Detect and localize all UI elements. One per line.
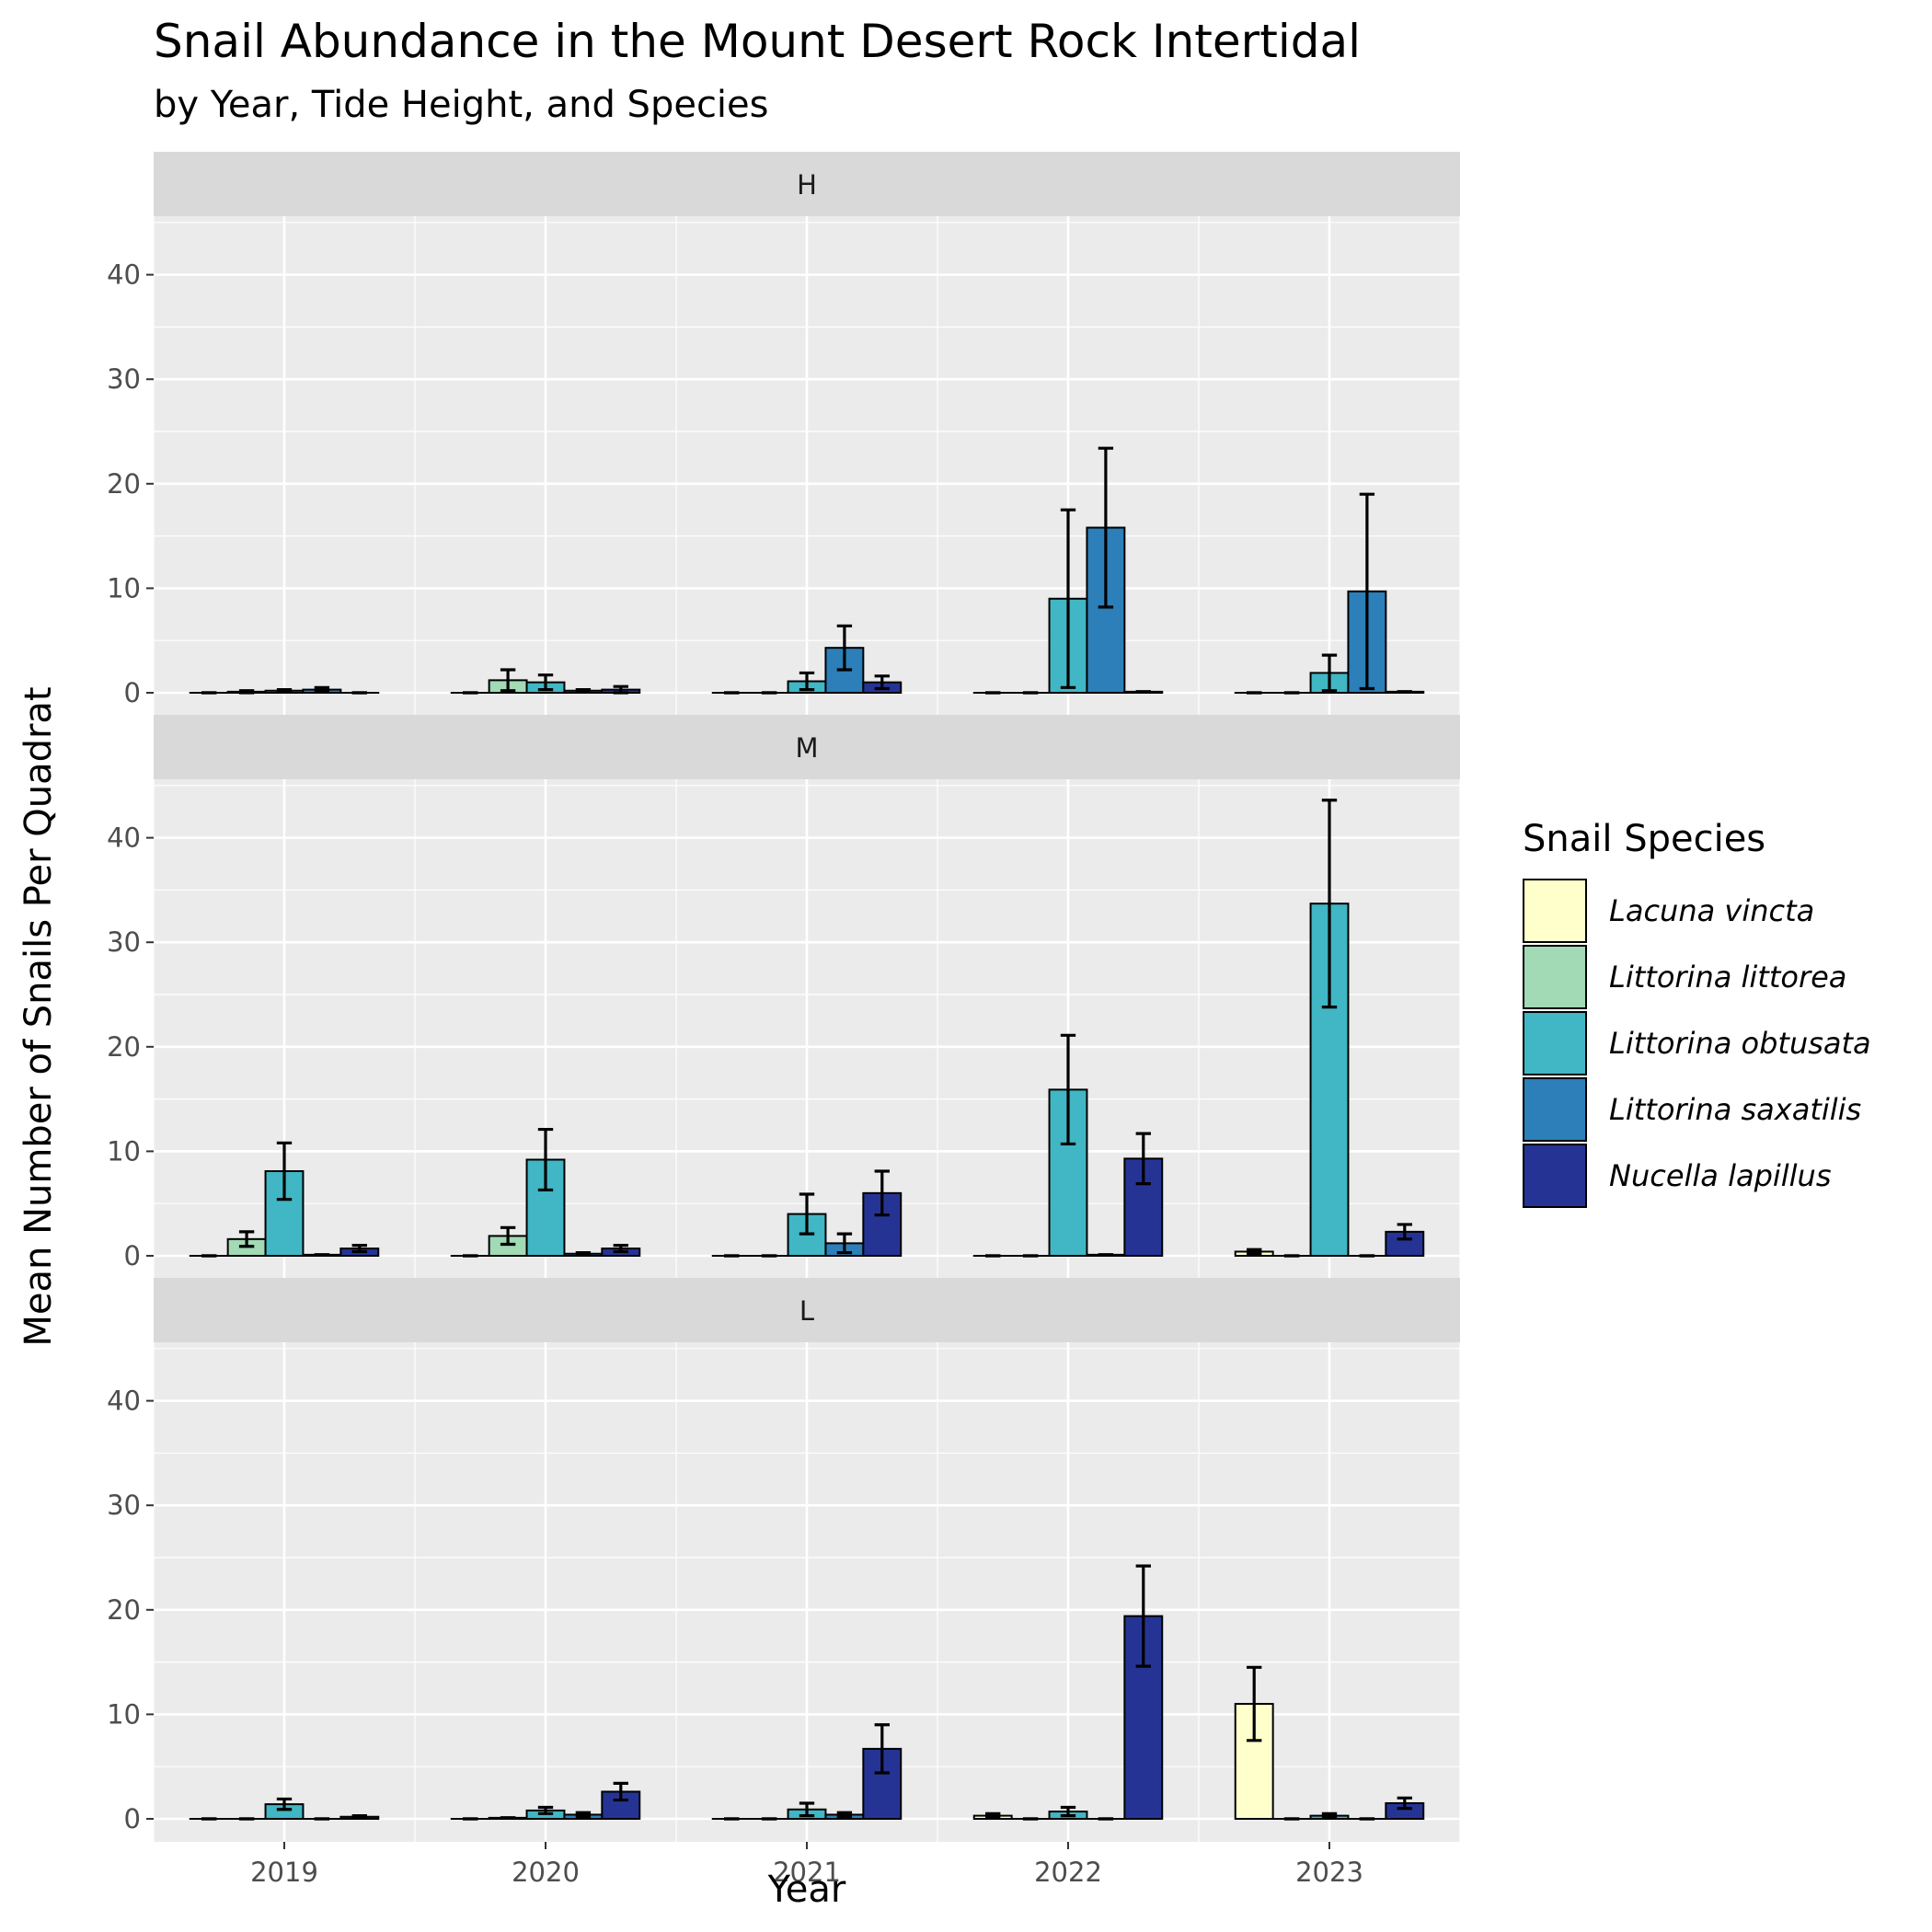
error-bar: [1135, 1132, 1151, 1186]
y-tick-label: 30: [107, 926, 141, 958]
facet-label: L: [799, 1295, 814, 1327]
y-tick-label: 30: [107, 363, 141, 395]
error-bar: [351, 1814, 367, 1820]
legend-title: Snail Species: [1523, 818, 1765, 860]
legend-label: Littorina littorea: [1609, 960, 1846, 995]
panel-h: H 0 10 20 30 40: [107, 152, 1461, 716]
error-bar: [613, 1781, 628, 1802]
error-bar: [1397, 1223, 1412, 1241]
error-bar: [1397, 1796, 1412, 1811]
error-bar: [1247, 1248, 1262, 1256]
legend-key-swatch: [1523, 1011, 1587, 1075]
error-bar: [985, 1811, 1001, 1820]
error-bar: [537, 1805, 554, 1815]
legend-label: Littorina obtusata: [1609, 1026, 1871, 1061]
panel-m: M 0 10 20 30 40: [107, 715, 1461, 1279]
error-bar: [836, 624, 853, 672]
error-bar: [238, 1230, 255, 1248]
error-bar: [575, 1811, 592, 1819]
error-bar: [575, 1251, 592, 1257]
error-bar: [1098, 446, 1114, 609]
y-axis-title: Mean Number of Snails Per Quadrat: [17, 686, 60, 1346]
y-tick-label: 20: [107, 1594, 141, 1626]
error-bar: [1060, 1033, 1076, 1146]
error-bar: [351, 1244, 367, 1254]
legend-item-littorina-littorea: Littorina littorea: [1523, 945, 1846, 1009]
error-bar: [874, 1169, 890, 1217]
error-bar: [836, 1232, 853, 1255]
y-tick-label: 10: [107, 1135, 141, 1167]
error-bar: [1060, 508, 1076, 689]
error-bar: [537, 1127, 554, 1192]
y-tick-label: 10: [107, 572, 141, 604]
y-tick-label: 20: [107, 1031, 141, 1063]
x-tick-label-2021: 2021: [773, 1857, 841, 1888]
error-bar: [238, 689, 255, 695]
error-bar: [537, 673, 554, 692]
legend-key-swatch: [1523, 879, 1587, 943]
error-bar: [1060, 1805, 1076, 1818]
y-tick-label: 20: [107, 468, 141, 500]
facet-label: M: [795, 732, 818, 764]
legend-item-nucella-lapillus: Nucella lapillus: [1523, 1144, 1832, 1208]
x-axis: 2019 2020 2021 2022 2023: [250, 1842, 1363, 1888]
facet-panels: H 0 10 20 30 40 M 0 10 20 30 40 L 0 10 20 30 40: [107, 152, 1461, 1842]
error-bar: [799, 671, 815, 692]
x-tick-label-2023: 2023: [1295, 1857, 1363, 1888]
legend-item-lacuna-vincta: Lacuna vincta: [1523, 879, 1814, 943]
facet-strip: [154, 1278, 1460, 1342]
error-bar: [276, 1141, 293, 1202]
error-bar: [799, 1801, 815, 1818]
y-tick-label: 0: [124, 677, 141, 708]
y-tick-label: 0: [124, 1803, 141, 1834]
x-axis-title: Year: [767, 1869, 846, 1911]
y-tick-label: 0: [124, 1240, 141, 1271]
legend-label: Littorina saxatilis: [1609, 1092, 1861, 1127]
panel-l: L 0 10 20 30 40: [107, 1278, 1461, 1842]
error-bar: [613, 1244, 628, 1254]
facet-strip: [154, 152, 1460, 216]
legend-label: Nucella lapillus: [1609, 1158, 1832, 1193]
facet-label: H: [797, 169, 817, 201]
x-tick-label-2022: 2022: [1034, 1857, 1102, 1888]
error-bar: [1247, 1665, 1262, 1742]
y-tick-label: 40: [107, 1386, 141, 1417]
error-bar: [799, 1192, 815, 1236]
error-bar: [276, 688, 293, 694]
error-bar: [836, 1811, 853, 1819]
chart-subtitle: by Year, Tide Height, and Species: [154, 84, 769, 126]
legend-key-swatch: [1523, 1144, 1587, 1208]
y-tick-label: 10: [107, 1698, 141, 1730]
legend: Snail Species Lacuna vincta Littorina lit…: [1523, 818, 1871, 1208]
error-bar: [1135, 1564, 1151, 1668]
error-bar: [500, 668, 516, 693]
x-tick-label-2019: 2019: [250, 1857, 318, 1888]
legend-key-swatch: [1523, 945, 1587, 1009]
error-bar: [1321, 799, 1338, 1009]
y-tick-label: 40: [107, 259, 141, 291]
error-bar: [874, 674, 890, 691]
legend-item-littorina-obtusata: Littorina obtusata: [1523, 1011, 1871, 1075]
x-tick-label-2020: 2020: [512, 1857, 580, 1888]
error-bar: [874, 1723, 890, 1775]
legend-key-swatch: [1523, 1077, 1587, 1142]
error-bar: [1321, 653, 1338, 693]
error-bar: [276, 1797, 293, 1811]
legend-item-littorina-saxatilis: Littorina saxatilis: [1523, 1077, 1861, 1142]
facet-strip: [154, 715, 1460, 779]
y-tick-label: 40: [107, 822, 141, 854]
error-bar: [1359, 492, 1375, 691]
y-tick-label: 30: [107, 1489, 141, 1521]
error-bar: [613, 684, 628, 695]
error-bar: [1321, 1811, 1338, 1820]
legend-label: Lacuna vincta: [1609, 893, 1814, 928]
error-bar: [575, 688, 592, 694]
error-bar: [314, 685, 330, 694]
chart-title: Snail Abundance in the Mount Desert Rock…: [154, 15, 1361, 68]
error-bar: [500, 1225, 516, 1247]
